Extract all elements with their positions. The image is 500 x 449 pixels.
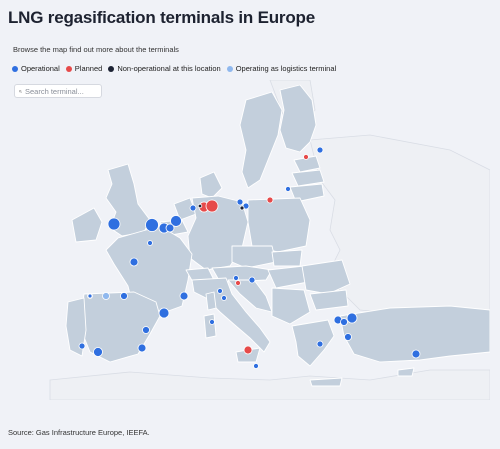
logistics-dot-icon: [226, 65, 233, 72]
legend-item-logistics[interactable]: Operating as logistics terminal: [226, 64, 337, 73]
legend-label: Operational: [21, 64, 60, 73]
crete: [309, 377, 343, 387]
operational-dot-icon: [12, 65, 18, 72]
terminal-marker-operational[interactable]: [179, 291, 189, 301]
terminal-marker-non-operational[interactable]: [239, 205, 245, 211]
slovakia: [271, 249, 303, 267]
portugal: [65, 297, 87, 357]
terminal-marker-operational[interactable]: [145, 218, 159, 232]
terminal-marker-operational[interactable]: [107, 217, 121, 231]
page-title: LNG regasification terminals in Europe: [8, 8, 315, 27]
terminal-markers[interactable]: [78, 146, 421, 369]
sweden: [239, 91, 283, 189]
turkey: [339, 305, 490, 363]
terminal-marker-planned[interactable]: [266, 196, 274, 204]
terminal-marker-operational[interactable]: [316, 146, 324, 154]
cyprus: [397, 367, 415, 377]
legend-item-non-operational[interactable]: Non-operational at this location: [108, 64, 221, 73]
terminal-marker-operational[interactable]: [248, 276, 256, 284]
terminal-marker-planned[interactable]: [205, 199, 219, 213]
terminal-marker-operational[interactable]: [346, 312, 358, 324]
legend-label: Planned: [74, 64, 103, 73]
terminal-marker-operational[interactable]: [209, 319, 215, 325]
legend-label: Operating as logistics terminal: [235, 64, 337, 73]
latvia: [291, 169, 325, 187]
terminal-marker-operational[interactable]: [340, 318, 348, 326]
terminal-marker-operational[interactable]: [236, 198, 244, 206]
terminal-marker-planned[interactable]: [303, 154, 309, 160]
terminal-marker-operational[interactable]: [253, 363, 259, 369]
terminal-marker-operational[interactable]: [316, 340, 324, 348]
planned-dot-icon: [65, 65, 72, 72]
source-note: Source: Gas Infrastructure Europe, IEEFA…: [8, 428, 150, 437]
terminal-marker-operational[interactable]: [129, 257, 139, 267]
legend-label: Non-operational at this location: [117, 64, 221, 73]
denmark: [199, 171, 223, 199]
terminal-marker-operational[interactable]: [189, 204, 197, 212]
lithuania: [289, 183, 325, 203]
serbia-balkans: [271, 287, 311, 325]
terminal-marker-operational[interactable]: [233, 275, 239, 281]
terminal-marker-operational[interactable]: [217, 288, 223, 294]
non-operational-dot-icon: [108, 65, 115, 72]
map-subtitle: Browse the map find out more about the t…: [13, 45, 179, 54]
terminal-marker-operational[interactable]: [93, 347, 103, 357]
map-canvas[interactable]: [10, 80, 490, 400]
terminal-marker-operational[interactable]: [170, 215, 182, 227]
terminal-marker-operational[interactable]: [78, 342, 86, 350]
terminal-marker-operational[interactable]: [285, 186, 291, 192]
romania: [301, 259, 351, 295]
terminal-marker-operational[interactable]: [165, 223, 175, 233]
terminal-marker-operational[interactable]: [120, 292, 128, 300]
legend-item-planned[interactable]: Planned: [65, 64, 103, 73]
legend-item-operational[interactable]: Operational: [12, 64, 60, 73]
terminal-marker-operational[interactable]: [87, 293, 93, 299]
terminal-marker-logistics[interactable]: [102, 292, 110, 300]
terminal-marker-operational[interactable]: [137, 343, 147, 353]
terminal-marker-operational[interactable]: [221, 295, 227, 301]
czechia: [231, 245, 277, 269]
highlighted-countries: [65, 84, 490, 387]
terminal-marker-operational[interactable]: [344, 333, 352, 341]
terminal-marker-operational[interactable]: [142, 326, 150, 334]
sardinia: [203, 313, 217, 339]
terminal-marker-operational[interactable]: [411, 349, 421, 359]
search-icon: [19, 89, 22, 93]
hungary: [267, 265, 309, 289]
terminal-marker-planned[interactable]: [235, 280, 241, 286]
france: [105, 225, 193, 315]
corsica: [205, 291, 217, 311]
terminal-marker-non-operational[interactable]: [197, 203, 203, 209]
europe-map[interactable]: [10, 80, 490, 400]
terminal-marker-operational[interactable]: [147, 240, 153, 246]
legend: Operational Planned Non-operational at t…: [12, 64, 336, 73]
bulgaria: [309, 289, 349, 311]
terminal-marker-planned[interactable]: [243, 345, 253, 355]
poland: [247, 197, 311, 253]
search-input[interactable]: [25, 86, 97, 96]
greece: [291, 319, 335, 367]
terminal-marker-operational[interactable]: [158, 307, 170, 319]
search-box[interactable]: [14, 84, 102, 98]
finland: [279, 84, 317, 153]
ireland: [71, 207, 103, 243]
